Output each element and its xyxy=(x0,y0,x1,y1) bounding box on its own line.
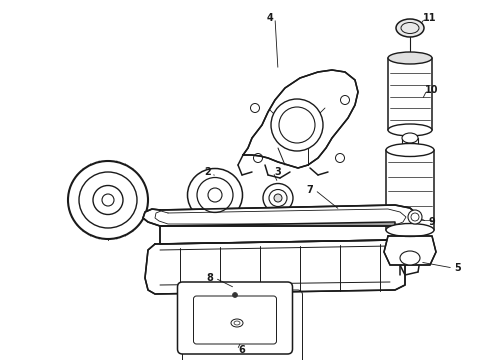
Ellipse shape xyxy=(102,194,114,206)
Ellipse shape xyxy=(93,185,123,215)
Polygon shape xyxy=(143,205,418,226)
Polygon shape xyxy=(384,236,436,265)
Ellipse shape xyxy=(388,52,432,64)
Ellipse shape xyxy=(188,168,243,221)
Ellipse shape xyxy=(79,172,137,228)
Ellipse shape xyxy=(388,124,432,136)
Polygon shape xyxy=(145,240,405,294)
Text: 5: 5 xyxy=(455,263,462,273)
Ellipse shape xyxy=(279,107,315,143)
Text: 11: 11 xyxy=(423,13,437,23)
Text: 7: 7 xyxy=(307,185,314,195)
Text: 3: 3 xyxy=(274,167,281,177)
Ellipse shape xyxy=(402,133,418,143)
Ellipse shape xyxy=(208,188,222,202)
Ellipse shape xyxy=(232,292,238,297)
Polygon shape xyxy=(160,222,395,244)
Text: 10: 10 xyxy=(425,85,439,95)
Text: 1: 1 xyxy=(85,188,91,198)
Ellipse shape xyxy=(269,189,287,207)
Ellipse shape xyxy=(274,194,282,202)
Text: 8: 8 xyxy=(207,273,214,283)
Ellipse shape xyxy=(197,177,233,212)
Text: 6: 6 xyxy=(239,345,245,355)
Ellipse shape xyxy=(271,99,323,151)
Ellipse shape xyxy=(386,224,434,237)
Ellipse shape xyxy=(408,210,422,224)
Polygon shape xyxy=(243,70,358,168)
Ellipse shape xyxy=(68,161,148,239)
Ellipse shape xyxy=(400,251,420,265)
Text: 4: 4 xyxy=(267,13,273,23)
Ellipse shape xyxy=(386,144,434,157)
Text: 9: 9 xyxy=(429,217,436,227)
FancyBboxPatch shape xyxy=(177,282,293,354)
Text: 2: 2 xyxy=(205,167,211,177)
FancyBboxPatch shape xyxy=(194,296,276,344)
Ellipse shape xyxy=(263,184,293,212)
Ellipse shape xyxy=(396,19,424,37)
